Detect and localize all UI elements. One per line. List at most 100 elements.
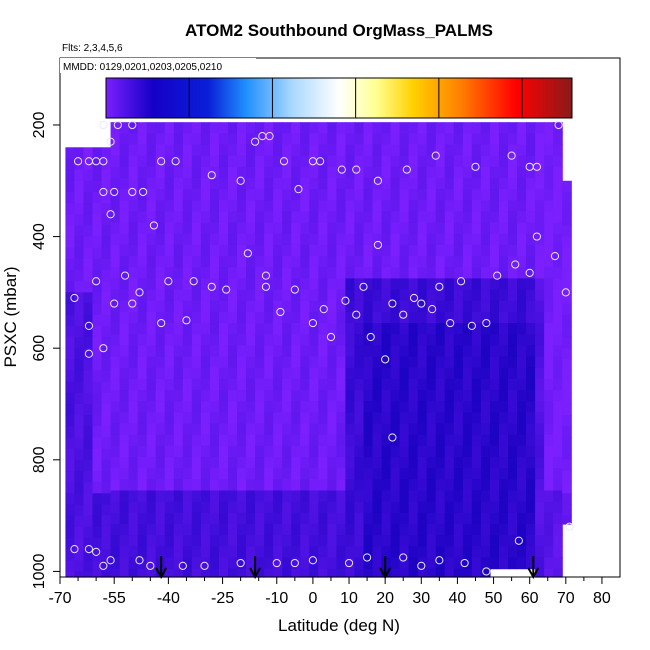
heatmap-cell <box>471 345 482 358</box>
heatmap-cell <box>345 300 356 313</box>
heatmap-cell <box>363 256 374 268</box>
heatmap-cell <box>209 233 220 246</box>
heatmap-cell <box>146 512 157 525</box>
heatmap-cell <box>83 459 94 472</box>
heatmap-cell <box>300 278 310 291</box>
heatmap-cell <box>119 367 130 380</box>
heatmap-cell <box>462 512 473 525</box>
heatmap-cell <box>119 546 130 559</box>
heatmap-cell <box>237 211 247 224</box>
heatmap-cell <box>173 457 184 469</box>
heatmap-cell <box>309 177 319 190</box>
heatmap-cell <box>327 345 337 358</box>
heatmap-cell <box>444 256 455 268</box>
heatmap-cell <box>309 233 319 246</box>
heatmap-cell <box>471 278 482 291</box>
dates-label: MMDD: 0129,0201,0203,0205,0210 <box>63 62 222 73</box>
heatmap-cell <box>200 278 211 291</box>
heatmap-cell <box>255 367 265 380</box>
heatmap-cell <box>237 334 247 347</box>
heatmap-cell <box>489 222 500 235</box>
heatmap-cell <box>508 434 518 447</box>
heatmap-cell <box>137 378 148 391</box>
heatmap-cell <box>128 267 139 280</box>
heatmap-cell <box>453 546 464 559</box>
heatmap-cell <box>164 568 175 578</box>
heatmap-cell <box>228 289 238 302</box>
heatmap-cell <box>508 345 518 358</box>
heatmap-cell <box>471 256 482 268</box>
heatmap-cell <box>200 233 211 246</box>
heatmap-cell <box>65 191 76 204</box>
sample-point <box>110 299 119 308</box>
heatmap-cell <box>345 244 356 257</box>
heatmap-cell <box>535 468 545 480</box>
heatmap-cell <box>191 122 202 134</box>
heatmap-cell <box>119 233 130 246</box>
heatmap-cell <box>381 233 392 246</box>
heatmap-cell <box>228 378 238 391</box>
heatmap-cell <box>200 423 211 436</box>
heatmap-cell <box>381 144 392 157</box>
heatmap-cell <box>74 180 85 193</box>
sample-point <box>435 282 444 291</box>
heatmap-cell <box>101 348 112 360</box>
heatmap-cell <box>255 222 265 235</box>
heatmap-cell <box>65 214 76 227</box>
heatmap-cell <box>255 390 265 402</box>
heatmap-cell <box>517 557 527 570</box>
heatmap-cell <box>255 423 265 436</box>
heatmap-cell <box>489 256 500 268</box>
heatmap-cell <box>462 334 473 347</box>
heatmap-cell <box>246 445 256 458</box>
heatmap-cell <box>309 311 319 324</box>
heatmap-cell <box>372 546 383 559</box>
heatmap-cell <box>246 278 256 291</box>
heatmap-cell <box>508 501 518 514</box>
heatmap-cell <box>372 356 383 369</box>
colorbar-gradient <box>105 77 573 119</box>
heatmap-cell <box>471 490 482 503</box>
heatmap-cell <box>74 526 85 539</box>
heatmap-cell <box>327 434 337 447</box>
heatmap-cell <box>218 133 229 146</box>
heatmap-cell <box>291 211 301 224</box>
heatmap-cell <box>282 423 292 436</box>
heatmap-cell <box>92 392 103 405</box>
heatmap-cell <box>300 300 310 313</box>
heatmap-cell <box>155 300 166 313</box>
heatmap-cell <box>562 236 572 249</box>
heatmap-cell <box>209 211 220 224</box>
heatmap-cell <box>381 323 392 335</box>
heatmap-cell <box>517 412 527 425</box>
heatmap-cell <box>390 468 401 480</box>
heatmap-cell <box>273 557 283 570</box>
heatmap-cell <box>435 144 446 157</box>
heatmap-cell <box>345 401 356 413</box>
heatmap-cell <box>354 155 365 168</box>
heatmap-cell <box>83 191 94 204</box>
heatmap-cell <box>128 501 139 514</box>
heatmap-cell <box>453 211 464 224</box>
heatmap-cell <box>291 222 301 235</box>
heatmap-cell <box>110 244 121 257</box>
heatmap-cell <box>498 244 509 257</box>
heatmap-cell <box>182 367 193 380</box>
heatmap-cell <box>417 490 428 503</box>
heatmap-cell <box>544 267 554 280</box>
heatmap-cell <box>309 267 319 280</box>
heatmap-cell <box>92 560 103 573</box>
heatmap-cell <box>291 401 301 413</box>
heatmap-cell <box>462 434 473 447</box>
heatmap-cell <box>101 515 112 528</box>
heatmap-cell <box>110 401 121 413</box>
heatmap-cell <box>453 133 464 146</box>
heatmap-cell <box>237 412 247 425</box>
heatmap-cell <box>155 535 166 547</box>
heatmap-cell <box>390 445 401 458</box>
heatmap-cell <box>498 401 509 413</box>
heatmap-cell <box>146 189 157 201</box>
heatmap-cell <box>128 568 139 578</box>
heatmap-cell <box>246 434 256 447</box>
heatmap-cell <box>426 423 437 436</box>
